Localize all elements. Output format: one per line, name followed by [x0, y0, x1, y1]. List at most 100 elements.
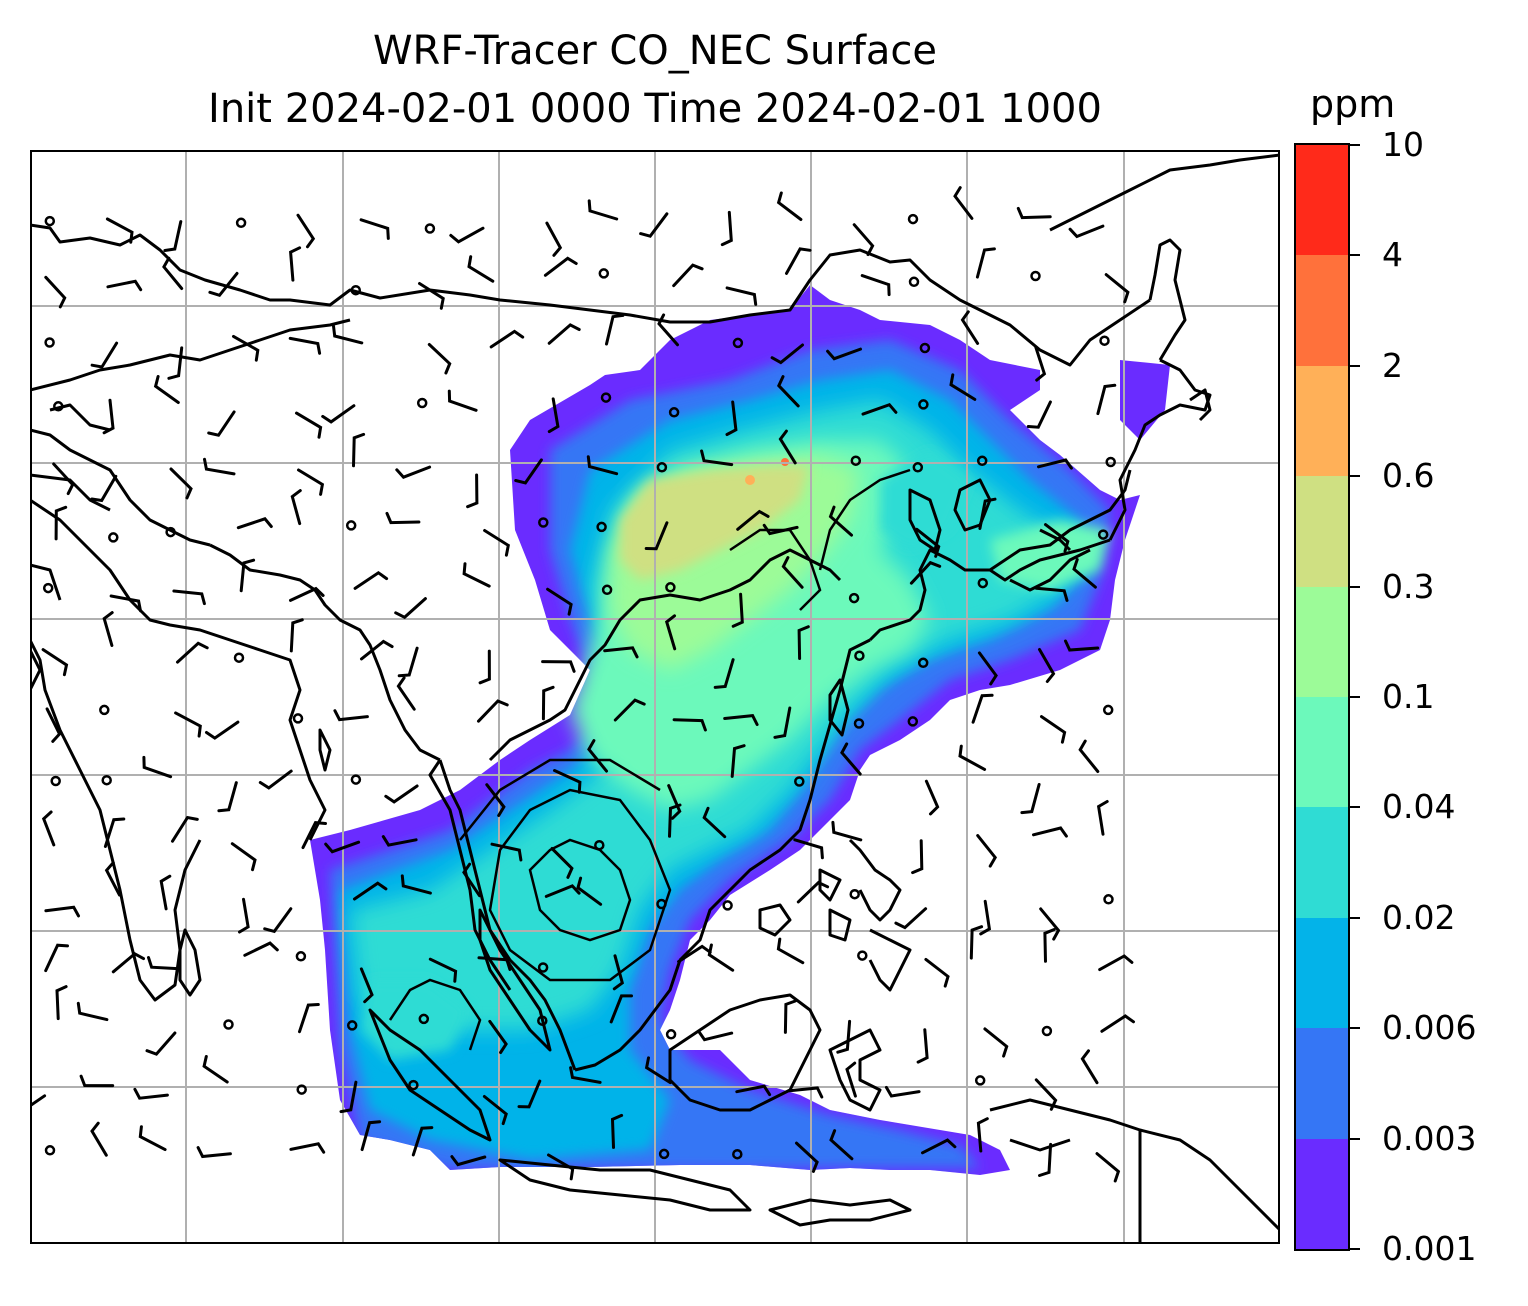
calm-wind-marker	[665, 1029, 677, 1040]
wind-barb	[41, 648, 69, 677]
calm-wind-marker	[907, 716, 919, 727]
calm-wind-marker	[1097, 529, 1109, 540]
wind-barb	[1020, 783, 1041, 815]
wind-barb	[924, 779, 940, 816]
colorbar-tick-label: 0.1	[1382, 677, 1435, 716]
wind-barb	[672, 718, 707, 732]
colorbar-tick-label: 0.003	[1382, 1118, 1477, 1158]
colorbar-tick	[1350, 475, 1360, 478]
wind-barb	[297, 468, 325, 496]
wind-barb	[667, 784, 682, 820]
calm-wind-marker	[1099, 335, 1110, 346]
wind-barb	[707, 943, 735, 972]
wind-barb	[1034, 345, 1047, 382]
wind-barb	[826, 347, 862, 361]
wind-barb	[860, 274, 891, 297]
wind-barb	[603, 646, 639, 659]
wind-barb	[427, 343, 452, 375]
calm-wind-marker	[296, 1084, 307, 1095]
colorbar-unit-label: ppm	[1310, 82, 1396, 126]
wind-barb	[610, 1113, 624, 1149]
wind-barb	[1034, 586, 1069, 602]
colorbar-tick-label: 0.3	[1382, 566, 1435, 606]
wind-barb	[462, 862, 481, 898]
calm-wind-marker	[350, 774, 362, 785]
wind-barb	[169, 467, 193, 500]
wind-barb	[1038, 648, 1056, 683]
wind-barb	[829, 1129, 854, 1161]
wind-barb	[911, 839, 924, 875]
calm-wind-marker	[912, 462, 924, 473]
wind-barb	[975, 247, 996, 279]
calm-wind-marker	[977, 577, 989, 589]
wind-barb	[263, 907, 293, 934]
colorbar-segment	[1296, 145, 1348, 256]
wind-barb	[44, 943, 69, 973]
wind-barb	[290, 489, 302, 526]
wind-barb	[385, 511, 421, 525]
wind-barb	[977, 651, 998, 686]
calm-wind-marker	[594, 839, 605, 851]
wind-barb	[547, 1153, 575, 1181]
wind-barb	[702, 806, 727, 839]
wind-barb	[103, 817, 126, 848]
colorbar-tick-label: 0.02	[1382, 897, 1456, 937]
wind-barb	[550, 847, 574, 879]
calm-wind-marker	[600, 392, 612, 403]
colorbar-tick-label: 10	[1382, 125, 1424, 164]
wind-barb	[1038, 1142, 1053, 1177]
calm-wind-marker	[1103, 894, 1114, 905]
wind-barb	[796, 880, 830, 904]
wind-barb	[196, 1146, 232, 1159]
wind-barb	[289, 618, 304, 653]
calm-wind-marker	[44, 337, 55, 348]
wind-barb	[1096, 383, 1117, 416]
chart-title-line-1: WRF-Tracer CO_NEC Surface	[372, 28, 938, 74]
wind-barb	[1096, 800, 1109, 836]
wind-barb	[447, 389, 478, 412]
wind-barb	[840, 742, 862, 776]
wind-barb	[104, 861, 121, 897]
wind-barb	[1039, 907, 1061, 941]
wind-barb	[478, 649, 491, 685]
calm-wind-marker	[235, 217, 247, 229]
wind-barb	[1026, 400, 1052, 429]
wind-barb	[1037, 458, 1073, 470]
wind-barb	[163, 220, 183, 252]
wind-barb	[1044, 523, 1070, 553]
wind-barb	[450, 1155, 487, 1167]
calm-wind-marker	[854, 650, 865, 661]
calm-wind-marker	[42, 582, 54, 594]
wind-barb	[359, 218, 390, 240]
wind-barb	[586, 455, 619, 476]
wind-barb	[909, 560, 942, 585]
wind-barb	[1100, 1014, 1135, 1033]
wind-barb	[321, 404, 356, 424]
wind-barb	[924, 957, 950, 988]
wind-barb	[159, 874, 172, 911]
wind-barb	[462, 562, 491, 588]
wind-barb	[569, 1066, 602, 1084]
wind-barb	[725, 286, 758, 306]
wind-barb	[672, 263, 704, 288]
wind-barb	[884, 1085, 921, 1098]
wind-barb	[142, 755, 173, 779]
map-panel[interactable]	[30, 150, 1280, 1244]
calm-wind-marker	[223, 1019, 234, 1030]
wind-barb	[1034, 1078, 1058, 1111]
wind-barb	[720, 210, 733, 247]
wind-barb	[644, 1056, 672, 1085]
wind-barb	[167, 346, 184, 380]
wind-barb	[545, 221, 563, 257]
calm-wind-marker	[1105, 456, 1116, 468]
wind-barb	[949, 373, 977, 401]
pressure-contours	[388, 468, 911, 1051]
calm-wind-marker	[108, 532, 119, 543]
wind-barb	[1104, 273, 1130, 304]
calm-wind-marker	[857, 950, 868, 961]
wind-barb	[400, 874, 432, 895]
wind-barb	[258, 769, 293, 790]
wind-barb	[485, 783, 506, 817]
wind-barb	[301, 821, 327, 850]
colorbar-segment	[1296, 254, 1348, 366]
